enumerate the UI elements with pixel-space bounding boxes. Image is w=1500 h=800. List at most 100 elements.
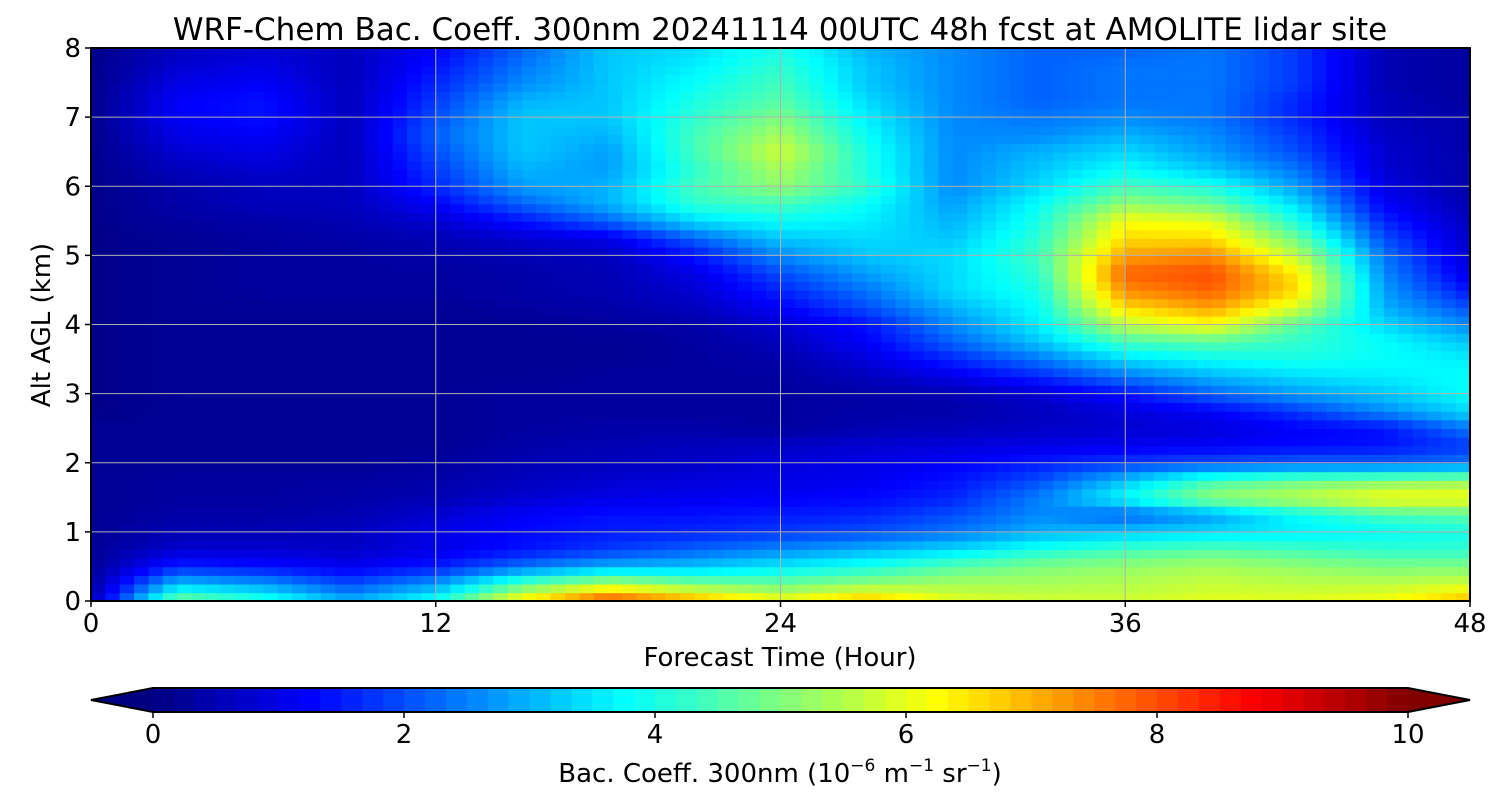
heatmap-cell [234,315,250,326]
heatmap-cell [1355,549,1371,559]
heatmap-cell [679,212,696,222]
heatmap-cell [521,212,538,222]
heatmap-cell [134,194,150,205]
heatmap-cell [119,376,135,386]
heatmap-cell [1225,160,1241,170]
heatmap-cell [1067,549,1083,559]
heatmap-cell [1311,592,1328,601]
heatmap-cell [1211,514,1227,525]
heatmap-cell [1197,583,1213,594]
heatmap-cell [995,471,1012,481]
heatmap-cell [1139,255,1155,265]
heatmap-cell [148,549,164,559]
heatmap-cell [565,402,581,412]
heatmap-cell [651,514,667,525]
heatmap-cell [1139,531,1155,542]
heatmap-cell [335,203,351,213]
heatmap-cell [277,160,293,170]
heatmap-cell [1283,419,1299,429]
heatmap-cell [421,505,437,516]
heatmap-cell [220,549,236,559]
heatmap-cell [220,428,236,438]
heatmap-cell [565,229,581,239]
heatmap-cell [1110,436,1127,447]
heatmap-cell [881,410,897,421]
heatmap-cell [421,514,437,525]
heatmap-cell [1355,376,1371,386]
heatmap-cell [651,238,667,248]
heatmap-cell [450,549,466,559]
heatmap-cell [435,514,451,525]
heatmap-cell [220,203,236,213]
heatmap-cell [1053,445,1069,455]
heatmap-cell [1082,194,1098,205]
heatmap-cell [1398,359,1414,369]
heatmap-cell [1197,480,1213,490]
heatmap-cell [507,549,523,559]
heatmap-cell [205,168,222,179]
heatmap-cell [665,160,681,170]
heatmap-cell [119,523,135,533]
heatmap-cell [1110,419,1127,429]
heatmap-cell [392,281,408,291]
heatmap-cell [478,531,494,542]
heatmap-cell [105,505,121,516]
heatmap-cell [1225,238,1241,248]
heatmap-cell [737,557,753,568]
heatmap-cell [1096,238,1112,248]
heatmap-cell [1096,350,1112,360]
heatmap-cell [1355,186,1371,196]
heatmap-cell [363,160,380,170]
heatmap-cell [249,160,265,170]
heatmap-cell [1412,212,1428,222]
heatmap-cell [737,575,753,585]
heatmap-cell [478,220,494,231]
heatmap-cell [249,350,265,360]
heatmap-cell [148,272,164,283]
heatmap-cell [565,264,581,274]
heatmap-cell [1311,255,1328,265]
heatmap-cell [1125,359,1141,369]
heatmap-cell [665,186,681,196]
heatmap-cell [91,445,107,455]
heatmap-cell [1240,419,1256,429]
heatmap-cell [995,497,1012,507]
heatmap-cell [1153,289,1170,300]
heatmap-cell [565,194,581,205]
heatmap-cell [234,488,250,499]
heatmap-cell [1268,229,1285,239]
heatmap-cell [938,384,954,395]
heatmap-cell [450,307,466,317]
heatmap-cell [636,436,653,447]
heatmap-cell [249,186,265,196]
heatmap-cell [162,419,178,429]
heatmap-cell [1024,436,1040,447]
heatmap-cell [1110,298,1127,309]
heatmap-cell [1398,402,1414,412]
heatmap-cell [1340,333,1356,343]
heatmap-cell [91,436,107,447]
heatmap-cell [320,229,336,239]
heatmap-cell [708,264,724,274]
heatmap-cell [435,549,451,559]
heatmap-cell [1326,402,1342,412]
heatmap-cell [292,583,308,594]
heatmap-cell [794,462,811,473]
heatmap-cell [1326,264,1342,274]
heatmap-cell [349,212,365,222]
heatmap-cell [1110,384,1127,395]
heatmap-cell [881,246,897,257]
heatmap-cell [952,488,969,499]
heatmap-cell [378,177,394,188]
heatmap-cell [493,298,509,309]
heatmap-cell [349,540,365,550]
heatmap-cell [478,160,494,170]
heatmap-cell [1039,281,1055,291]
heatmap-cell [277,255,293,265]
heatmap-cell [450,566,466,576]
heatmap-cell [1110,307,1127,317]
heatmap-cell [378,255,394,265]
heatmap-cell [1139,523,1155,533]
heatmap-cell [306,488,322,499]
heatmap-cell [550,194,566,205]
